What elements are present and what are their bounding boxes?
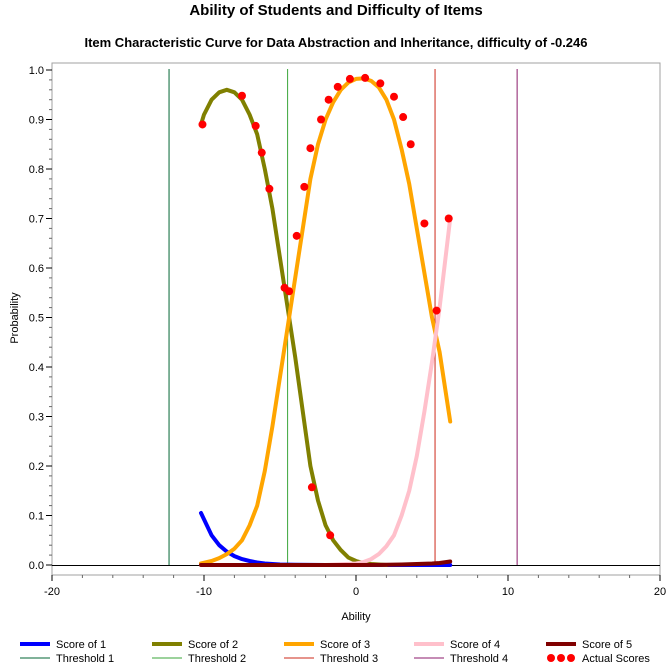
actual-score-point — [306, 144, 315, 153]
y-tick-label: 0.7 — [29, 214, 44, 226]
y-tick-label: 0.8 — [29, 164, 44, 176]
y-axis: 0.0 0.1 0.2 0.3 0.4 0.5 0.6 0.7 0.8 0.9 1.0 — [29, 65, 52, 572]
legend-label-threshold-2: Threshold 2 — [188, 653, 246, 665]
actual-score-point — [444, 214, 453, 223]
actual-score-points — [198, 73, 453, 540]
actual-score-point — [376, 79, 385, 88]
actual-score-point — [317, 115, 326, 124]
y-tick-label: 0.1 — [29, 511, 44, 523]
y-tick-label: 0.3 — [29, 412, 44, 424]
legend-label-score-1: Score of 1 — [56, 639, 106, 651]
actual-score-point — [326, 531, 335, 540]
legend-label-threshold-4: Threshold 4 — [450, 653, 508, 665]
legend-label-threshold-3: Threshold 3 — [320, 653, 378, 665]
actual-score-point — [265, 184, 274, 193]
legend-swatch-actual-scores — [547, 654, 555, 662]
y-axis-label: Probability — [9, 292, 21, 344]
actual-score-point — [399, 113, 408, 122]
actual-score-point — [285, 287, 294, 296]
legend-label-score-3: Score of 3 — [320, 639, 370, 651]
x-tick-label: 10 — [502, 586, 514, 598]
x-tick-label: 0 — [353, 586, 359, 598]
actual-score-point — [198, 120, 207, 129]
actual-score-point — [390, 92, 398, 101]
actual-score-point — [333, 82, 342, 91]
actual-score-point — [292, 231, 301, 240]
series-line-score-3 — [199, 76, 453, 566]
actual-score-point — [238, 91, 246, 100]
legend-label-score-4: Score of 4 — [450, 639, 500, 651]
actual-score-point — [324, 95, 333, 104]
legend-label-score-2: Score of 2 — [188, 639, 238, 651]
x-axis-label: Ability — [341, 611, 371, 623]
y-tick-label: 0.4 — [29, 362, 44, 374]
y-tick-label: 0.2 — [29, 461, 44, 473]
x-tick-label: -20 — [44, 586, 60, 598]
x-tick-label: -10 — [196, 586, 212, 598]
y-tick-label: 0.9 — [29, 115, 44, 127]
y-tick-label: 0.5 — [29, 313, 44, 325]
actual-score-point — [345, 74, 354, 83]
series-lines — [199, 76, 453, 567]
legend: Score of 1 Score of 2 Score of 3 Score of 4… — [20, 639, 650, 665]
actual-score-point — [251, 121, 260, 130]
actual-score-point — [361, 73, 370, 82]
series-line-score-2 — [199, 87, 389, 567]
chart-subtitle: Item Characteristic Curve for Data Abstr… — [84, 35, 587, 50]
x-tick-label: 20 — [654, 586, 666, 598]
y-tick-label: 0.0 — [29, 560, 44, 572]
legend-label-threshold-1: Threshold 1 — [56, 653, 114, 665]
legend-swatch-actual-scores — [567, 654, 575, 662]
actual-score-point — [406, 140, 415, 149]
actual-score-point — [432, 306, 441, 315]
actual-score-point — [257, 148, 266, 157]
legend-swatch-actual-scores — [557, 654, 565, 662]
y-tick-label: 0.6 — [29, 263, 44, 275]
series-line-score-5 — [199, 559, 453, 567]
actual-score-point — [420, 219, 429, 228]
chart-title: Ability of Students and Difficulty of It… — [189, 2, 482, 19]
legend-label-actual-scores: Actual Scores — [582, 653, 650, 665]
legend-label-score-5: Score of 5 — [582, 639, 632, 651]
actual-score-point — [307, 483, 316, 492]
x-axis: -20 -10 0 10 20 — [44, 575, 666, 598]
y-tick-label: 1.0 — [29, 65, 44, 77]
actual-score-point — [300, 182, 309, 191]
